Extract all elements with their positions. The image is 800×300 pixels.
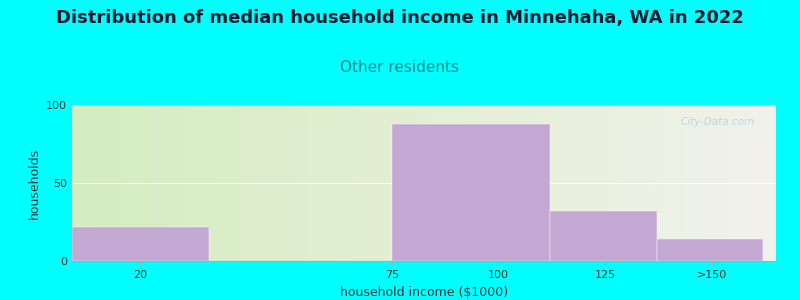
Bar bbox=[392, 124, 550, 261]
Text: City-Data.com: City-Data.com bbox=[681, 118, 755, 128]
Text: Other residents: Other residents bbox=[341, 60, 459, 75]
Bar bbox=[550, 211, 657, 261]
Text: Distribution of median household income in Minnehaha, WA in 2022: Distribution of median household income … bbox=[56, 9, 744, 27]
Bar bbox=[72, 227, 209, 261]
X-axis label: household income ($1000): household income ($1000) bbox=[340, 286, 508, 298]
Bar bbox=[657, 239, 763, 261]
Y-axis label: households: households bbox=[27, 147, 41, 219]
